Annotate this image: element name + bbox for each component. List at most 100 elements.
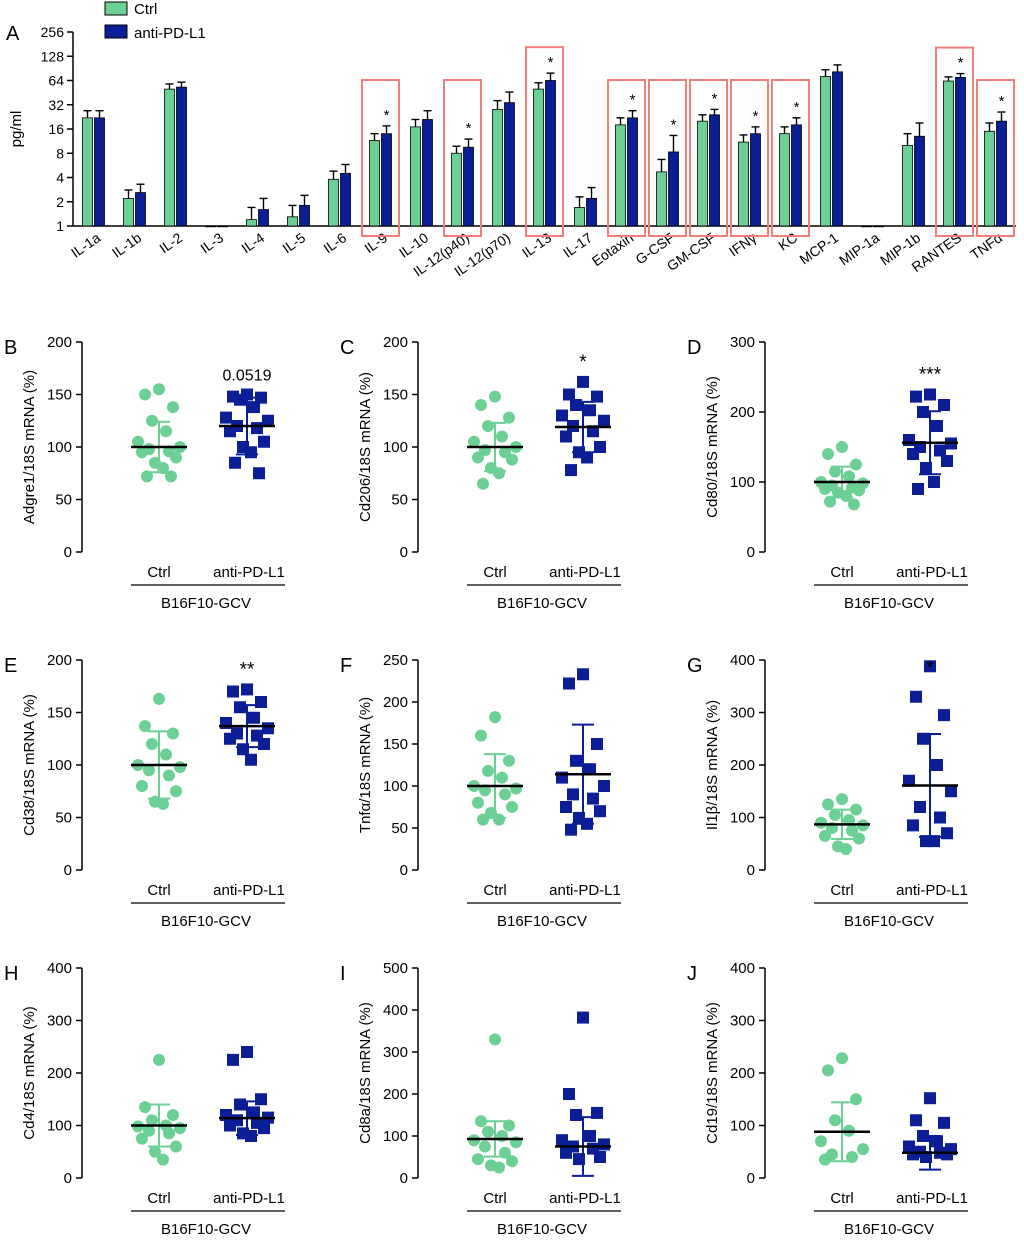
bar-anti [176,86,187,227]
data-point-anti [262,414,274,427]
panel-f: F 0 50 100 150 200 250 Tnfα/18S mRNA (%) Ctrl ant… [340,652,621,930]
y-tick-label: 256 [41,24,65,40]
data-point-anti [938,1116,950,1129]
y-tick-label: 200 [47,334,72,351]
data-point-ctrl [479,1140,491,1153]
data-point-ctrl [153,692,165,705]
data-point-anti [245,753,257,766]
bar-ctrl [861,225,872,228]
category-label: IL-1b [109,229,144,261]
y-tick-label: 300 [730,1013,755,1030]
data-point-ctrl [141,470,153,483]
scatter-panels: B 0 50 100 150 200 Adgre1/18S mRNA (%) Ctrl anti… [4,334,968,1238]
x-label-ctrl: Ctrl [483,882,506,899]
y-axis-title: Cd4/18S mRNA (%) [21,1006,38,1139]
data-point-anti [251,422,263,435]
data-point-anti [907,819,919,832]
data-point-anti [914,801,926,813]
significance-annotation: * [579,352,587,373]
x-group-label: B16F10-GCV [161,913,251,930]
bar-anti [832,71,843,227]
bar-ctrl [328,178,339,227]
y-tick-label: 50 [391,492,408,509]
data-point-anti [563,388,575,401]
data-point-anti [591,738,603,750]
significance-mark: * [999,93,1005,110]
data-point-anti [248,711,260,724]
x-label-ctrl: Ctrl [483,564,506,581]
significance-mark: * [630,92,636,109]
legend-label-anti: anti-PD-L1 [134,25,206,42]
bar-group: MIP-1a [836,225,884,268]
data-point-anti [934,444,946,457]
bar-ctrl [246,219,257,227]
category-label: KC [775,229,800,253]
bar-ctrl [779,133,790,227]
bar-ctrl [615,124,626,227]
data-point-anti [594,441,606,453]
x-label-ctrl: Ctrl [830,564,853,581]
data-point-anti [910,1114,922,1127]
data-point-ctrl [850,803,862,816]
data-point-ctrl [163,769,175,782]
data-point-ctrl [475,399,487,411]
y-tick-label: 150 [47,705,72,722]
data-point-ctrl [489,711,501,724]
data-point-ctrl [472,451,484,464]
y-tick-label: 200 [383,694,408,711]
data-point-ctrl [170,1140,182,1153]
y-tick-label: 50 [55,492,72,509]
data-point-anti [220,411,232,424]
y-tick-label: 0 [747,862,755,879]
data-point-anti [241,1046,253,1058]
y-axis-title: pg/ml [8,111,25,148]
panel-d: D 0 100 200 300 Cd80/18S mRNA (%) Ctrl anti-PD-… [687,334,968,612]
data-point-anti [577,1011,589,1024]
significance-annotation: *** [919,365,942,386]
data-point-ctrl [824,495,836,508]
data-point-anti [560,430,572,443]
x-group-label: B16F10-GCV [844,595,934,612]
y-tick-label: 300 [730,334,755,351]
data-point-anti [941,827,953,840]
bar-group: MIP-1b [877,122,925,268]
data-point-anti [234,701,246,714]
bar-group: KC * [771,79,810,254]
data-point-anti [229,456,241,469]
data-point-ctrl [848,498,860,511]
y-tick-label: 0 [64,862,72,879]
x-label-anti: anti-PD-L1 [549,1190,621,1207]
data-point-ctrl [136,1132,148,1145]
data-point-anti [556,1134,568,1147]
bar-anti [996,120,1007,227]
x-label-anti: anti-PD-L1 [896,1190,968,1207]
data-point-ctrl [167,1109,179,1121]
data-point-ctrl [506,453,518,466]
category-label: MIP-1a [836,229,882,268]
data-point-anti [912,483,924,495]
bar-ctrl [205,225,216,228]
data-point-ctrl [499,788,511,801]
bar-anti [750,133,761,227]
bar-ctrl [738,141,749,227]
category-label: MCP-1 [796,229,841,267]
data-point-ctrl [163,1127,175,1140]
x-label-ctrl: Ctrl [830,1190,853,1207]
y-tick-label: 200 [383,1086,408,1103]
bar-anti [422,119,433,227]
y-axis-title: Cd80/18S mRNA (%) [704,376,721,518]
data-point-ctrl [853,484,865,497]
y-tick-label: 300 [383,1044,408,1061]
data-point-anti [591,1106,603,1119]
data-point-ctrl [139,1101,151,1114]
data-point-ctrl [822,798,834,811]
data-point-anti [560,801,572,813]
category-label: IL-6 [320,229,349,256]
panel-h: H 0 100 200 300 400 Cd4/18S mRNA (%) Ctrl anti-P… [4,960,285,1238]
data-point-ctrl [472,796,484,809]
bar-anti [217,225,228,228]
highlight-box [648,79,687,237]
category-label: IL-2 [156,229,185,256]
y-tick-label: 100 [730,474,755,491]
data-point-ctrl [170,451,182,464]
